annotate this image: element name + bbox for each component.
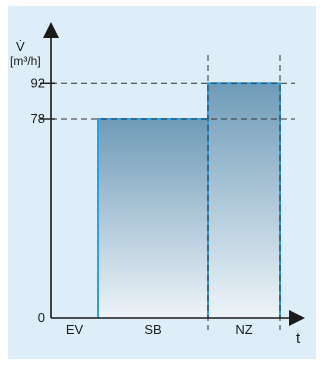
x-axis-label: t [296,330,301,347]
y-tick-label-0: 0 [38,310,45,325]
y-tick-label-78: 78 [31,111,45,126]
y-axis-symbol: V̇ [16,39,25,54]
y-tick-label-92: 92 [31,75,45,90]
bar-sb [98,119,208,318]
phase-label-ev: EV [66,322,84,337]
phase-label-nz: NZ [235,322,252,337]
bar-nz [208,83,280,319]
phase-label-sb: SB [144,322,161,337]
y-axis-unit: [m³/h] [10,54,41,68]
